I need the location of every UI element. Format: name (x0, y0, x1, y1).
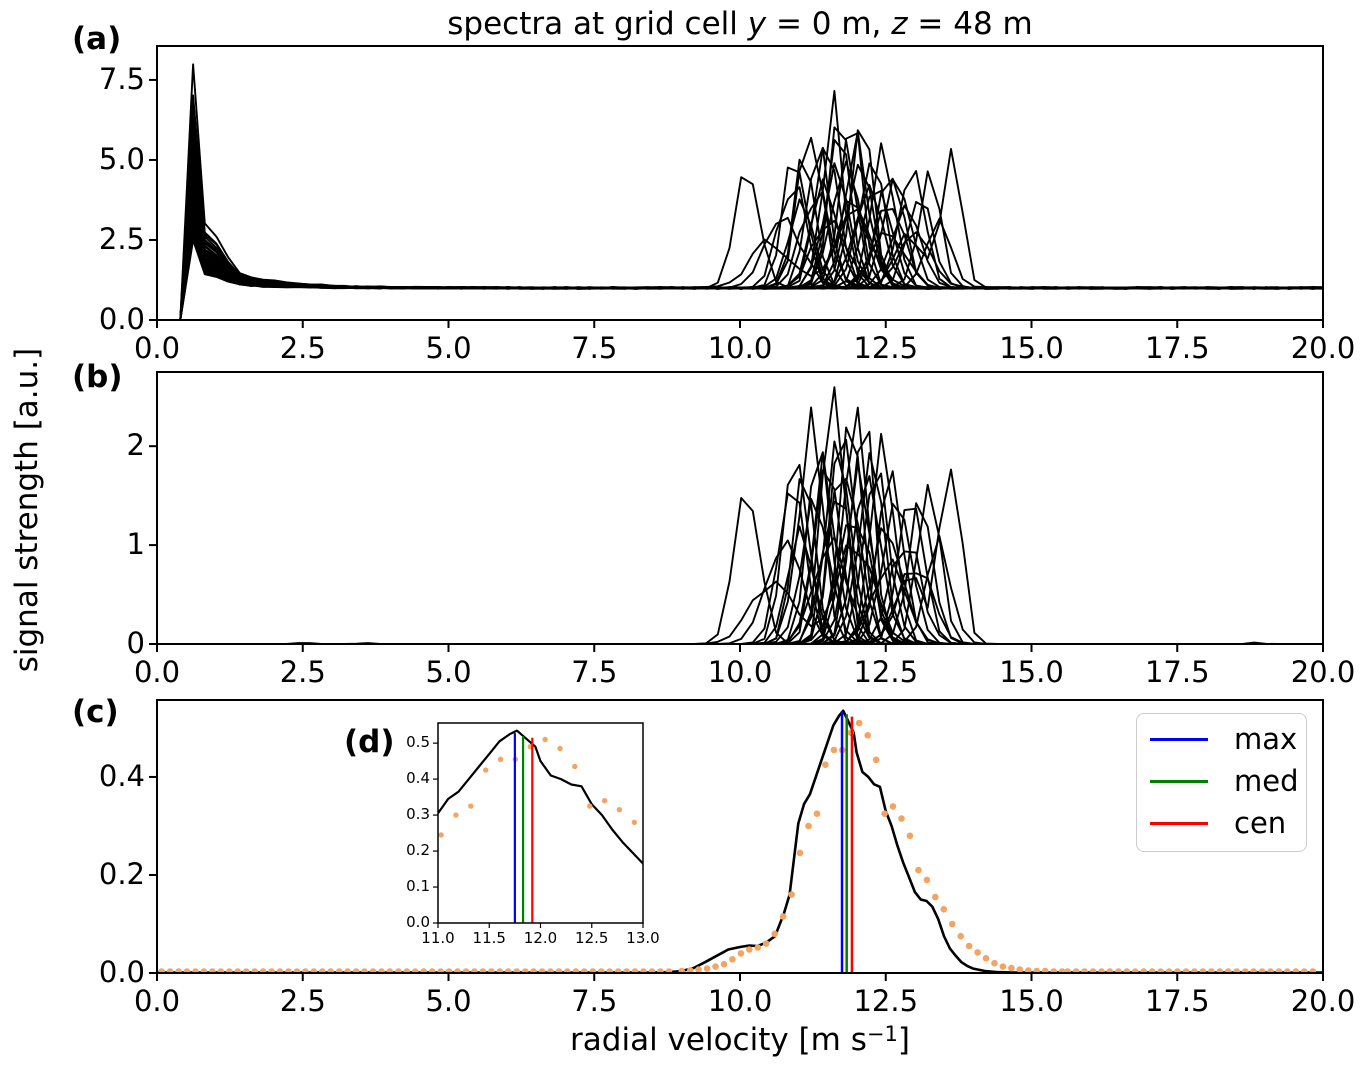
x-tick-label: 0.0 (133, 331, 181, 365)
x-tick-label: 17.5 (1144, 984, 1210, 1018)
x-tick-label: 5.0 (425, 984, 472, 1018)
x-tick-label: 15.0 (999, 984, 1064, 1018)
inset-y-tick-label: 0.2 (406, 841, 430, 860)
inset-x-tick-label: 11.0 (421, 929, 455, 947)
cen-line-swatch (1150, 821, 1208, 825)
panel-label-c: (c) (72, 694, 119, 730)
x-tick-label: 2.5 (279, 331, 326, 365)
x-tick-label: 17.5 (1144, 655, 1210, 689)
title-var-z: z (891, 6, 908, 42)
title-text: spectra at grid cell (447, 6, 748, 42)
legend-entry-cen: cen (1137, 802, 1306, 844)
x-tick-label: 12.5 (853, 655, 919, 689)
x-tick-label: 12.5 (853, 984, 919, 1018)
legend-label-med: med (1234, 763, 1299, 798)
y-tick-label: 2.5 (98, 221, 145, 256)
inset-x-tick-label: 12.5 (575, 929, 609, 947)
y-tick-label: 1 (126, 527, 145, 562)
legend-entry-med: med (1137, 760, 1306, 802)
y-tick-label: 0.0 (98, 302, 145, 336)
figure-title: spectra at grid cell y = 0 m, z = 48 m (447, 6, 1033, 42)
legend: max med cen (1136, 713, 1307, 852)
x-tick-label: 20.0 (1290, 984, 1356, 1018)
x-tick-label: 15.0 (999, 655, 1064, 689)
x-tick-label: 15.0 (999, 331, 1064, 365)
med-line-swatch (1150, 779, 1208, 783)
inset-y-tick-label: 0.5 (406, 733, 430, 752)
panel-label-d: (d) (344, 724, 395, 760)
x-tick-label: 17.5 (1144, 331, 1210, 365)
inset-y-tick-label: 0.1 (406, 877, 430, 896)
x-tick-label: 0.0 (133, 655, 181, 689)
panel-label-a: (a) (72, 21, 122, 57)
y-tick-label: 0.4 (98, 758, 145, 793)
y-tick-label: 5.0 (98, 141, 145, 176)
inset-y-tick-label: 0.0 (406, 913, 430, 931)
x-tick-label: 10.0 (707, 984, 773, 1018)
title-var-y: y (747, 6, 767, 42)
inset-x-tick-label: 13.0 (626, 929, 660, 947)
x-tick-label: 2.5 (279, 984, 326, 1018)
panel-label-b: (b) (72, 359, 123, 395)
x-tick-label: 20.0 (1290, 655, 1356, 689)
inset-x-tick-label: 11.5 (472, 929, 506, 947)
x-tick-label: 7.5 (571, 331, 618, 365)
y-tick-label: 2 (126, 428, 145, 463)
y-tick-label: 0 (126, 626, 145, 660)
y-tick-label: 7.5 (98, 61, 145, 96)
x-tick-label: 5.0 (425, 655, 472, 689)
inset-y-tick-label: 0.4 (406, 769, 430, 788)
x-tick-label: 20.0 (1290, 331, 1356, 365)
x-tick-label: 10.0 (707, 655, 773, 689)
x-tick-label: 10.0 (707, 331, 773, 365)
legend-label-cen: cen (1234, 805, 1287, 840)
x-tick-label: 0.0 (133, 984, 181, 1018)
inset-y-tick-label: 0.3 (406, 805, 430, 824)
x-tick-label: 7.5 (571, 655, 618, 689)
max-line-swatch (1150, 737, 1208, 741)
inset-x-tick-label: 12.0 (523, 929, 558, 947)
x-tick-label: 12.5 (853, 331, 919, 365)
legend-entry-max: max (1137, 718, 1306, 760)
x-tick-label: 7.5 (571, 984, 618, 1018)
superscript-exponent: −1 (866, 1022, 898, 1046)
x-axis-label: radial velocity [m s−1] (570, 1022, 910, 1058)
y-axis-label: signal strength [a.u.] (9, 347, 45, 673)
x-tick-label: 5.0 (425, 331, 472, 365)
y-tick-label: 0.2 (98, 856, 145, 891)
x-tick-label: 2.5 (279, 655, 326, 689)
legend-label-max: max (1234, 721, 1298, 756)
y-tick-label: 0.0 (98, 955, 145, 989)
